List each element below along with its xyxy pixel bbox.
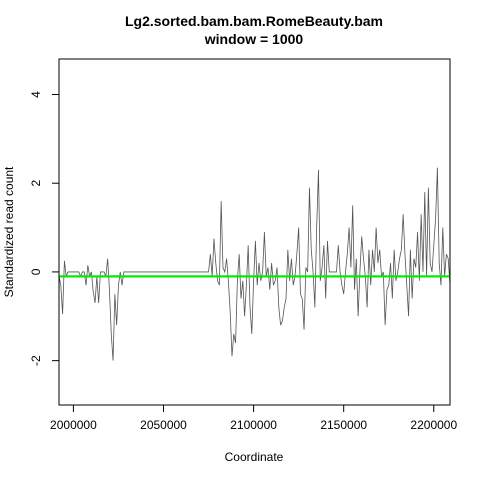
series-line — [59, 168, 450, 361]
y-tick-label: 4 — [29, 91, 43, 98]
x-axis-label: Coordinate — [225, 450, 284, 464]
y-axis-label: Standardized read count — [2, 166, 16, 297]
y-tick-label: 2 — [29, 180, 43, 187]
x-tick-label: 2150000 — [320, 418, 367, 432]
y-tick-label: -2 — [29, 355, 43, 366]
x-tick-label: 2100000 — [230, 418, 277, 432]
y-axis: -2 0 2 4 — [29, 91, 59, 366]
x-tick-label: 2200000 — [410, 418, 457, 432]
x-tick-label: 2000000 — [50, 418, 97, 432]
x-axis: 2000000 2050000 2100000 2150000 2200000 — [50, 405, 457, 432]
y-tick-label: 0 — [29, 268, 43, 275]
chart-title: Lg2.sorted.bam.bam.RomeBeauty.bam — [125, 13, 383, 29]
plot-frame — [59, 59, 450, 405]
x-tick-label: 2050000 — [140, 418, 187, 432]
chart-subtitle: window = 1000 — [204, 31, 304, 47]
